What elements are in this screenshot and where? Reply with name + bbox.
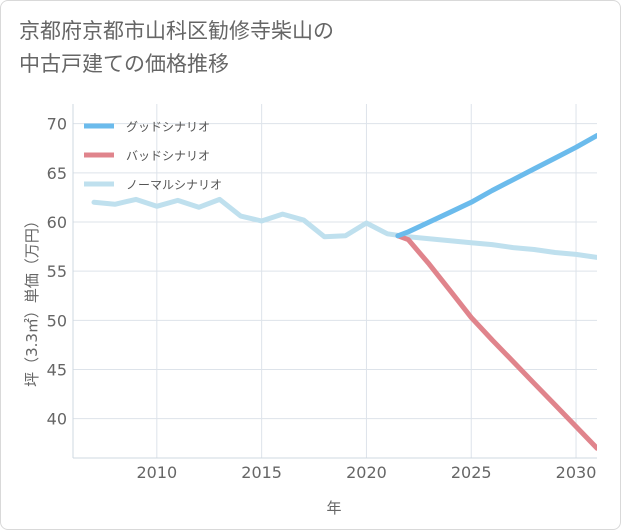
x-tick-label: 2020 — [346, 463, 387, 482]
y-tick-label: 55 — [47, 262, 67, 281]
series-line-0 — [395, 133, 597, 239]
chart-title-line-2: 中古戸建ての価格推移 — [19, 52, 229, 76]
x-tick-label: 2010 — [136, 463, 177, 482]
legend-label-1: バッドシナリオ — [126, 149, 210, 163]
y-tick-label: 45 — [47, 361, 67, 380]
series-line-1 — [395, 233, 597, 451]
x-tick-label: 2015 — [241, 463, 282, 482]
grid-lines — [73, 104, 597, 458]
legend-label-2: ノーマルシナリオ — [126, 178, 222, 192]
series-line-2 — [91, 196, 597, 260]
y-tick-label: 65 — [47, 164, 67, 183]
axes: 40 45 50 55 60 65 70 2010 2015 2020 2025 2030 — [47, 104, 597, 482]
chart-title: 京都府京都市山科区勧修寺柴山の 中古戸建ての価格推移 — [19, 15, 579, 81]
y-tick-label: 60 — [47, 213, 67, 232]
y-tick-label: 50 — [47, 311, 67, 330]
chart-title-line-1: 京都府京都市山科区勧修寺柴山の — [19, 19, 334, 43]
series-lines — [91, 133, 597, 451]
y-tick-label: 40 — [47, 410, 67, 429]
x-tick-label: 2030 — [556, 463, 597, 482]
x-axis-label: 年 — [326, 499, 341, 517]
x-tick-label: 2025 — [451, 463, 492, 482]
y-axis-label: 坪（3.3㎡）単価（万円） — [23, 213, 41, 387]
y-tick-label: 70 — [47, 115, 67, 134]
legend-label-0: グッドシナリオ — [126, 120, 210, 134]
